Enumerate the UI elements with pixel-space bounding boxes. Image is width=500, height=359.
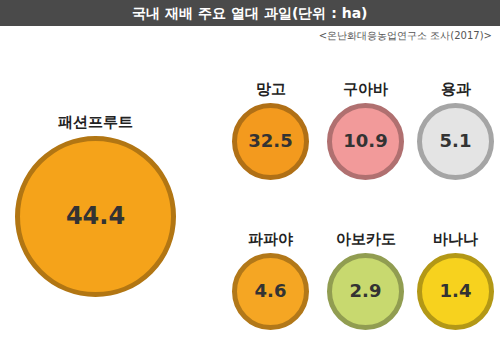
svg-text:패션프루트: 패션프루트: [58, 113, 133, 131]
svg-text:2.9: 2.9: [350, 280, 382, 301]
svg-text:5.1: 5.1: [440, 130, 472, 151]
svg-text:바나나: 바나나: [433, 230, 478, 248]
html-text:<온난화대응농업연구소 조사(2017)>: <온난화대응농업연구소 조사(2017)>: [318, 30, 492, 41]
svg-text:망고: 망고: [256, 80, 286, 98]
svg-text:1.4: 1.4: [440, 280, 472, 301]
svg-text:파파야: 파파야: [248, 230, 293, 248]
svg-text:44.4: 44.4: [66, 202, 125, 230]
svg-text:아보카도: 아보카도: [336, 230, 396, 248]
html-text:국내 재배 주요 열대 과일(단위 : ha): 국내 재배 주요 열대 과일(단위 : ha): [132, 5, 368, 21]
svg-text:32.5: 32.5: [248, 130, 292, 151]
svg-text:용과: 용과: [441, 80, 471, 98]
svg-text:4.6: 4.6: [255, 280, 287, 301]
svg-text:10.9: 10.9: [343, 130, 387, 151]
svg-text:구아바: 구아바: [343, 80, 388, 98]
